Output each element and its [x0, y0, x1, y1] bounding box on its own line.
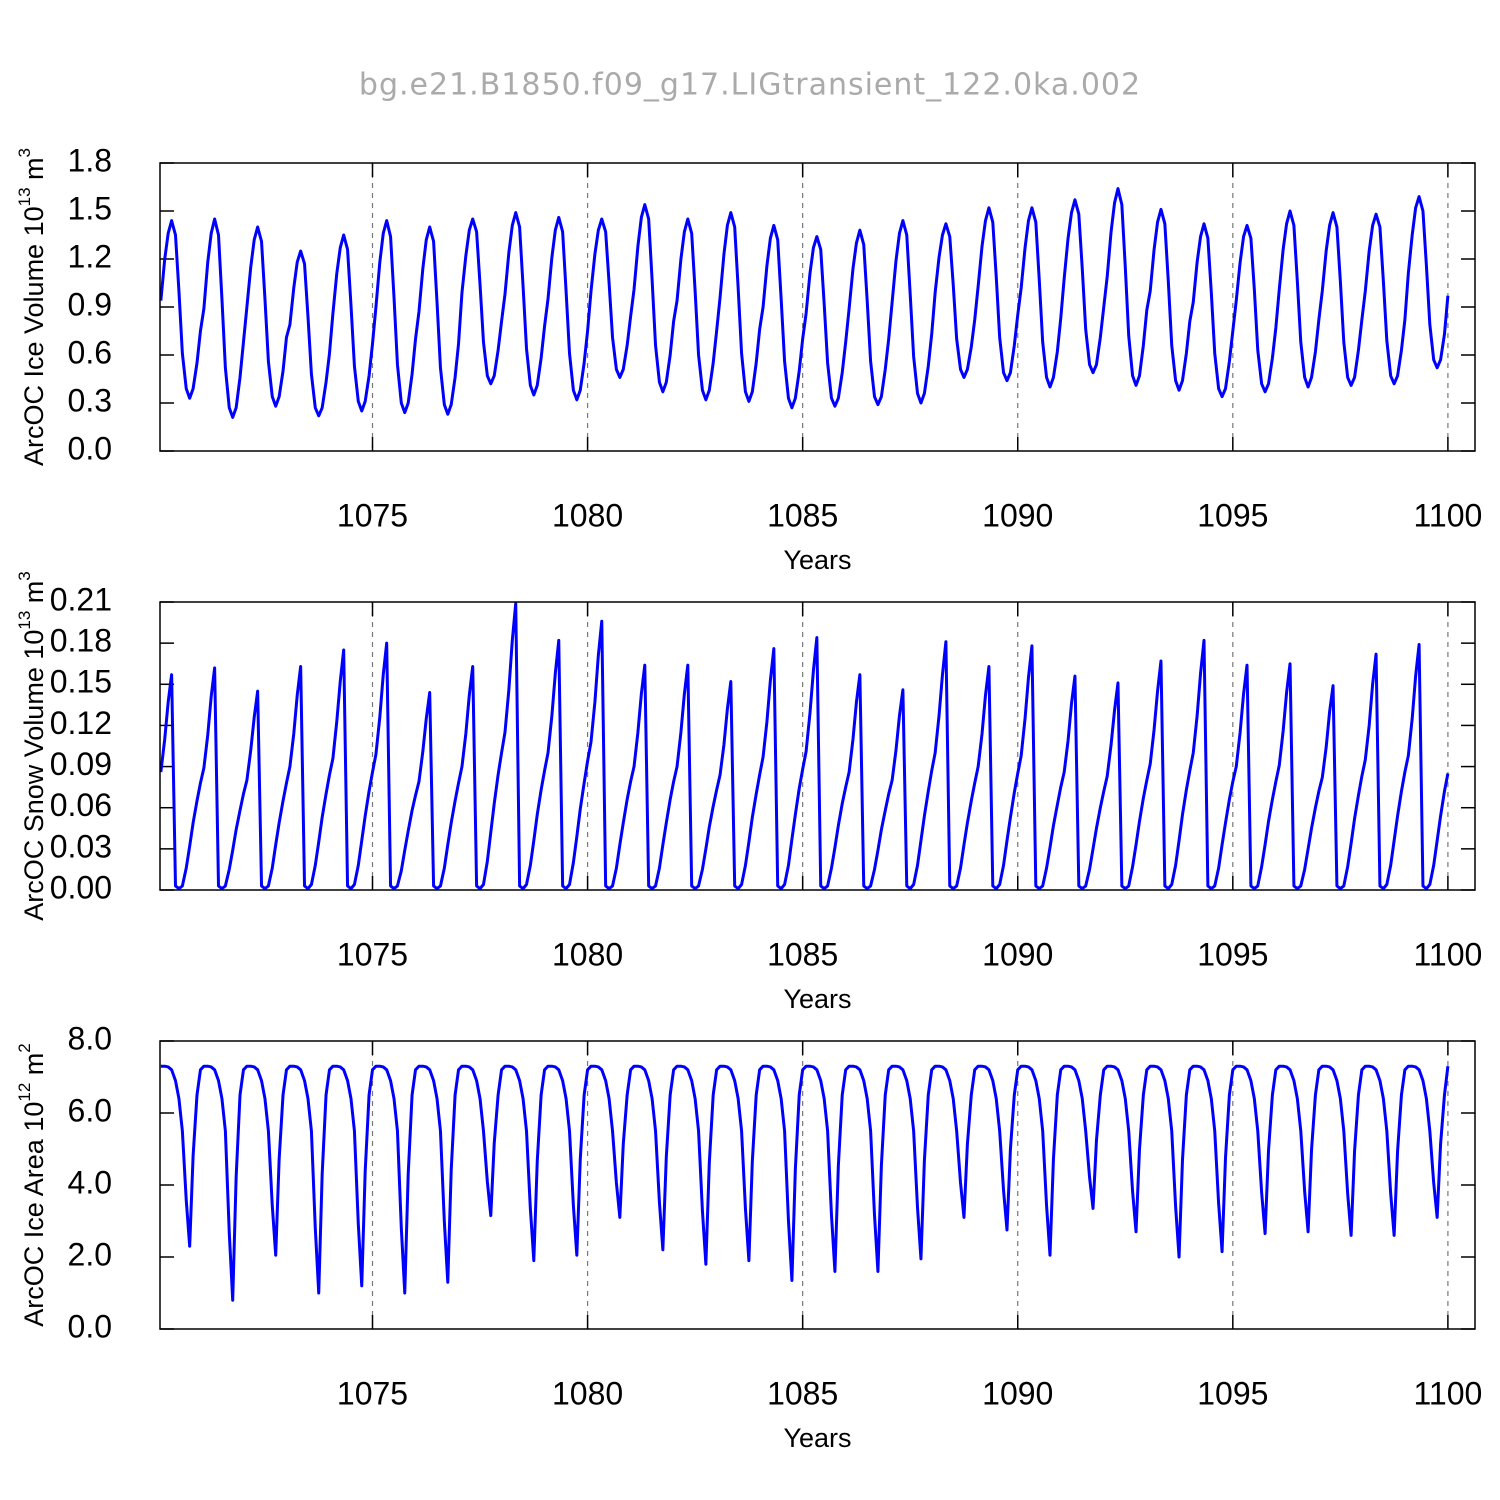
y-tick-label: 1.8 [68, 142, 112, 178]
y-axis-label-part: ArcOC Snow Volume 10 [19, 630, 49, 921]
y-tick-label: 8.0 [68, 1020, 112, 1056]
x-tick-label: 1095 [1197, 1375, 1268, 1411]
y-tick-label: 0.9 [68, 286, 112, 322]
x-tick-label: 1090 [982, 497, 1053, 533]
y-tick-label: 6.0 [68, 1092, 112, 1128]
plot-frame [159, 1040, 1476, 1330]
y-axis-label: ArcOC Ice Volume 1013 m3 [15, 148, 49, 466]
y-tick-label: 0.3 [68, 382, 112, 418]
y-tick-label: 0.15 [50, 664, 112, 700]
y-axis-label-superscript: 3 [15, 148, 34, 157]
y-axis-label-part: m [19, 581, 49, 611]
x-tick-label: 1095 [1197, 497, 1268, 533]
figure-title: bg.e21.B1850.f09_g17.LIGtransient_122.0k… [359, 68, 1141, 103]
y-tick-label: 0.00 [50, 869, 112, 905]
y-tick-label: 0.21 [50, 581, 112, 617]
y-axis-label-superscript: 12 [15, 1083, 34, 1102]
y-tick-label: 0.06 [50, 787, 112, 823]
y-axis-label-superscript: 13 [15, 187, 34, 206]
y-axis-label-superscript: 3 [15, 571, 34, 580]
x-axis-label: Years [783, 545, 851, 575]
x-axis-label: Years [783, 984, 851, 1014]
y-axis-label-superscript: 13 [15, 611, 34, 630]
x-tick-label: 1080 [552, 497, 623, 533]
x-tick-label: 1100 [1413, 936, 1482, 972]
y-axis-label: ArcOC Ice Area 1012 m2 [15, 1043, 49, 1327]
x-tick-label: 1075 [337, 1375, 408, 1411]
y-axis-label-superscript: 2 [15, 1043, 34, 1052]
x-tick-label: 1100 [1413, 497, 1482, 533]
y-tick-label: 0.0 [68, 1308, 112, 1344]
y-tick-label: 1.2 [68, 238, 112, 274]
y-tick-label: 2.0 [68, 1236, 112, 1272]
data-line [159, 601, 1450, 891]
panel: 1075 1080 1085 1090 1095 1100 0.00 0.03 0.06 0.09… [15, 571, 1482, 1014]
x-tick-label: 1090 [982, 936, 1053, 972]
x-tick-label: 1075 [337, 497, 408, 533]
x-tick-label: 1085 [767, 1375, 838, 1411]
y-tick-label: 0.0 [68, 430, 112, 466]
y-axis-label-part: m [19, 157, 49, 187]
x-tick-label: 1080 [552, 936, 623, 972]
y-tick-label: 0.18 [50, 623, 112, 659]
y-axis-label-part: m [19, 1053, 49, 1083]
y-tick-label: 0.09 [50, 746, 112, 782]
x-tick-label: 1095 [1197, 936, 1268, 972]
panel: 1075 1080 1085 1090 1095 1100 0.0 2.0 4.0 6.0 8.0 Y… [15, 1020, 1482, 1453]
y-tick-label: 0.03 [50, 828, 112, 864]
x-tick-label: 1075 [337, 936, 408, 972]
x-tick-label: 1090 [982, 1375, 1053, 1411]
data-line [159, 187, 1450, 419]
y-tick-label: 1.5 [68, 190, 112, 226]
y-axis-label: ArcOC Snow Volume 1013 m3 [15, 571, 49, 921]
x-axis-label: Years [783, 1423, 851, 1453]
x-tick-label: 1085 [767, 936, 838, 972]
x-tick-label: 1100 [1413, 1375, 1482, 1411]
y-tick-label: 0.6 [68, 334, 112, 370]
plot-frame [159, 162, 1476, 452]
y-axis-label-part: ArcOC Ice Area 10 [19, 1102, 49, 1327]
x-tick-label: 1085 [767, 497, 838, 533]
y-tick-label: 0.12 [50, 705, 112, 741]
x-tick-label: 1080 [552, 1375, 623, 1411]
panel: 1075 1080 1085 1090 1095 1100 0.0 0.3 0.6 0.9 1.2 1… [15, 142, 1482, 575]
plot-frame [159, 601, 1476, 891]
y-tick-label: 4.0 [68, 1164, 112, 1200]
y-axis-label-part: ArcOC Ice Volume 10 [19, 206, 49, 466]
data-line [160, 1064, 1450, 1302]
